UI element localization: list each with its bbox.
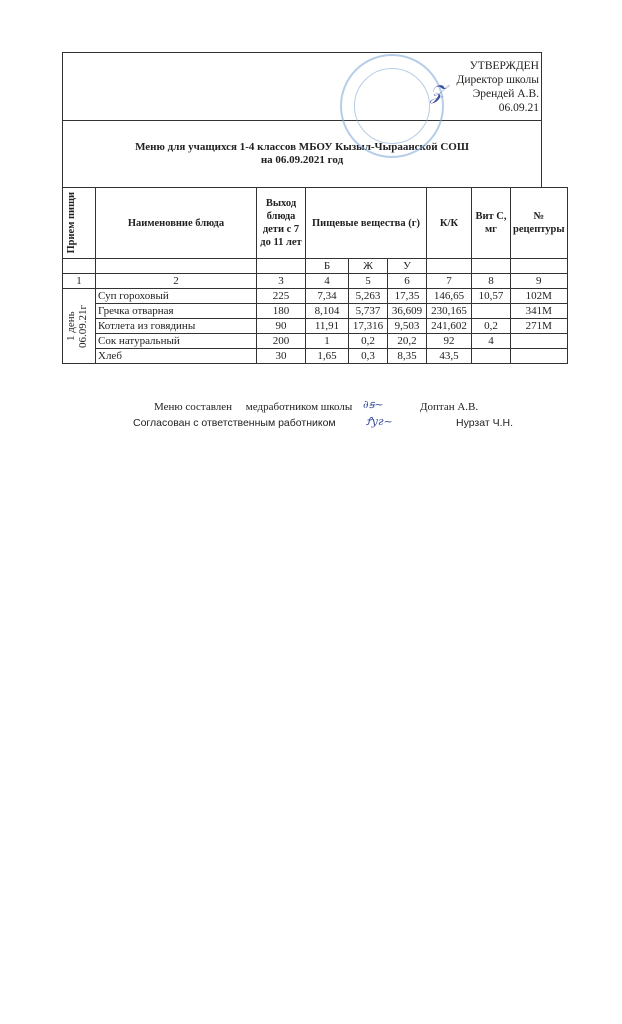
fat: 0,2 bbox=[348, 333, 388, 349]
protein: 7,34 bbox=[305, 288, 349, 304]
col-num: 1 bbox=[62, 273, 96, 289]
vitc: 4 bbox=[471, 333, 511, 349]
kcal: 146,65 bbox=[426, 288, 472, 304]
col-num: 8 bbox=[471, 273, 511, 289]
vitc: 10,57 bbox=[471, 288, 511, 304]
col-num: 5 bbox=[348, 273, 388, 289]
protein: 1,65 bbox=[305, 348, 349, 364]
header-dish: Наименовние блюда bbox=[95, 187, 257, 259]
menu-table: Прием пищи Наименовние блюда Выход блюда… bbox=[62, 187, 568, 364]
approval-block: УТВЕРЖДЕН Директор школы Эрендей А.В. 06… bbox=[63, 53, 541, 121]
page-title: Меню для учащихся 1-4 классов МБОУ Кызыл… bbox=[63, 121, 541, 187]
dish-name: Гречка отварная bbox=[95, 303, 257, 319]
yield: 200 bbox=[256, 333, 306, 349]
recipe: 271М bbox=[510, 318, 568, 334]
protein: 1 bbox=[305, 333, 349, 349]
header-meal: Прием пищи bbox=[62, 187, 96, 259]
header-recipe: № рецептуры bbox=[510, 187, 568, 259]
yield: 225 bbox=[256, 288, 306, 304]
carbs: 8,35 bbox=[387, 348, 427, 364]
agreed-label: Согласован с ответственным работником bbox=[133, 417, 336, 429]
fat: 0,3 bbox=[348, 348, 388, 364]
composed-by: медработником школы bbox=[245, 401, 353, 413]
table-row: 1 день 06.09.21г Суп гороховый 225 7,34 … bbox=[62, 288, 568, 364]
subheader-u: У bbox=[387, 258, 427, 274]
dish-name: Суп гороховый bbox=[95, 288, 257, 304]
carbs: 36,609 bbox=[387, 303, 427, 319]
footer-composed: Меню составлен медработником школы bbox=[154, 401, 352, 413]
dish-name: Котлета из говядины bbox=[95, 318, 257, 334]
col-num: 3 bbox=[256, 273, 306, 289]
table-row: Гречка отварная 180 8,104 5,737 36,609 2… bbox=[63, 303, 568, 319]
dish-name: Хлеб bbox=[95, 348, 257, 364]
kcal: 92 bbox=[426, 333, 472, 349]
recipe: 341М bbox=[510, 303, 568, 319]
subheader-b: Б bbox=[305, 258, 349, 274]
table-row: Котлета из говядины 90 11,91 17,316 9,50… bbox=[63, 318, 568, 334]
col-num: 9 bbox=[510, 273, 568, 289]
column-number-row: 1 2 3 4 5 6 7 8 9 bbox=[62, 273, 568, 289]
meal-day-cell: 1 день 06.09.21г bbox=[62, 288, 96, 364]
dish-name: Сок натуральный bbox=[95, 333, 257, 349]
protein: 11,91 bbox=[305, 318, 349, 334]
yield: 30 bbox=[256, 348, 306, 364]
composer-signature: ∂ꞩ~ bbox=[363, 398, 384, 411]
recipe bbox=[510, 348, 568, 364]
kcal: 43,5 bbox=[426, 348, 472, 364]
col-num: 2 bbox=[95, 273, 257, 289]
agreed-name: Нурзат Ч.Н. bbox=[456, 417, 514, 429]
composed-label: Меню составлен bbox=[154, 401, 233, 413]
vitc: 0,2 bbox=[471, 318, 511, 334]
approval-position: Директор школы bbox=[456, 74, 539, 86]
approval-status: УТВЕРЖДЕН bbox=[469, 60, 539, 72]
table-row: Хлеб 30 1,65 0,3 8,35 43,5 bbox=[63, 348, 568, 364]
fat: 5,263 bbox=[348, 288, 388, 304]
school-stamp bbox=[340, 54, 444, 158]
subheader-row: Б Ж У bbox=[62, 258, 568, 274]
approval-name: Эрендей А.В. bbox=[472, 88, 539, 100]
yield: 180 bbox=[256, 303, 306, 319]
header-vitc: Вит С, мг bbox=[471, 187, 511, 259]
yield: 90 bbox=[256, 318, 306, 334]
director-signature: 𝒵 bbox=[430, 80, 446, 104]
kcal: 241,602 bbox=[426, 318, 472, 334]
protein: 8,104 bbox=[305, 303, 349, 319]
col-num: 6 bbox=[387, 273, 427, 289]
approval-date: 06.09.21 bbox=[498, 102, 539, 114]
col-num: 7 bbox=[426, 273, 472, 289]
table-row: Сок натуральный 200 1 0,2 20,2 92 4 bbox=[63, 333, 568, 349]
title-line2: на 06.09.2021 год bbox=[260, 154, 344, 166]
fat: 5,737 bbox=[348, 303, 388, 319]
carbs: 20,2 bbox=[387, 333, 427, 349]
kcal: 230,165 bbox=[426, 303, 472, 319]
carbs: 17,35 bbox=[387, 288, 427, 304]
subheader-zh: Ж bbox=[348, 258, 388, 274]
recipe: 102М bbox=[510, 288, 568, 304]
fat: 17,316 bbox=[348, 318, 388, 334]
document-frame: УТВЕРЖДЕН Директор школы Эрендей А.В. 06… bbox=[62, 52, 542, 188]
recipe bbox=[510, 333, 568, 349]
col-num: 4 bbox=[305, 273, 349, 289]
vitc bbox=[471, 303, 511, 319]
header-yield: Выход блюда дети с 7 до 11 лет bbox=[256, 187, 306, 259]
agreed-signature: Ꝭуг~ bbox=[366, 415, 393, 428]
composer-name: Доптан А.В. bbox=[420, 401, 479, 413]
vitc bbox=[471, 348, 511, 364]
header-kcal: К/К bbox=[426, 187, 472, 259]
carbs: 9,503 bbox=[387, 318, 427, 334]
header-nutrients: Пищевые вещества (г) bbox=[305, 187, 427, 259]
